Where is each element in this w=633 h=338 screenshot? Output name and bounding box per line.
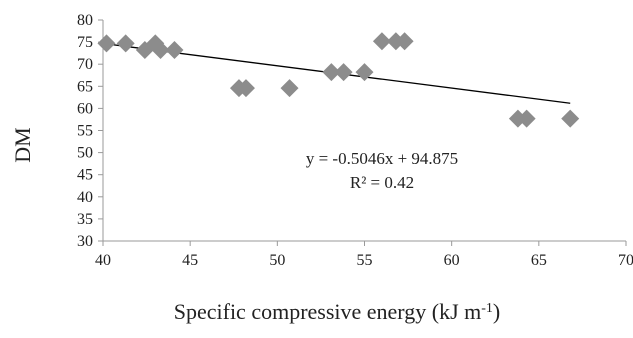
y-tick-labels: 30 35 40 45 50 55 60 65 70 75 80: [77, 12, 103, 250]
data-point: [165, 41, 184, 60]
y-tick-label: 75: [77, 34, 93, 51]
x-axis-title-main: Specific compressive energy (kJ m: [174, 299, 482, 324]
data-point: [151, 41, 170, 60]
x-tick-label: 50: [269, 252, 285, 269]
data-point: [97, 34, 116, 53]
y-tick-label: 35: [77, 211, 93, 228]
x-tick-label: 65: [531, 252, 547, 269]
y-tick-label: 50: [77, 145, 93, 162]
data-points: [97, 32, 580, 128]
data-point: [116, 34, 135, 53]
y-tick-label: 65: [77, 78, 93, 95]
trendline-r-squared: R² = 0.42: [350, 173, 414, 192]
data-point: [561, 109, 580, 128]
y-tick-label: 45: [77, 167, 93, 184]
x-tick-label: 55: [357, 252, 373, 269]
x-tick-label: 60: [444, 252, 460, 269]
y-tick-label: 55: [77, 123, 93, 140]
y-tick-label: 60: [77, 100, 93, 117]
data-point: [372, 32, 391, 51]
y-tick-label: 40: [77, 189, 93, 206]
x-tick-labels: 40 45 50 55 60 65 70: [95, 241, 633, 269]
x-tick-label: 40: [95, 252, 111, 269]
x-tick-label: 45: [182, 252, 198, 269]
data-point: [395, 32, 414, 51]
x-axis-title-suffix: ): [493, 299, 500, 324]
y-axis-title: DM: [10, 127, 35, 162]
data-point: [236, 79, 255, 98]
data-point: [280, 79, 299, 98]
y-tick-label: 80: [77, 12, 93, 29]
x-axis-title: Specific compressive energy (kJ m-1): [174, 299, 501, 324]
data-point: [334, 63, 353, 82]
data-point: [355, 63, 374, 82]
data-point: [517, 109, 536, 128]
x-axis-title-superscript: -1: [481, 301, 493, 316]
data-point: [322, 63, 341, 82]
trendline-equation: y = -0.5046x + 94.875: [306, 149, 458, 168]
y-tick-label: 30: [77, 233, 93, 250]
x-tick-label: 70: [618, 252, 633, 269]
y-tick-label: 70: [77, 56, 93, 73]
